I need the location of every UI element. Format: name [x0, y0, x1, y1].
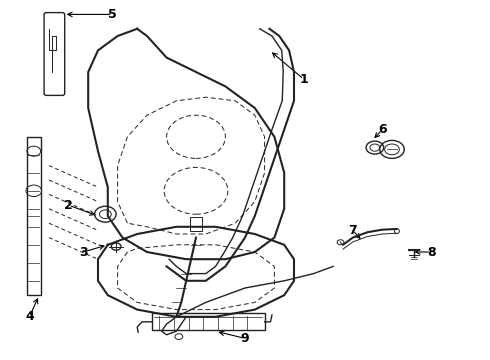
Bar: [190, 217, 202, 231]
Text: 4: 4: [25, 310, 34, 323]
Bar: [152, 313, 265, 330]
Text: 5: 5: [108, 8, 117, 21]
Text: 1: 1: [299, 73, 308, 86]
Text: 7: 7: [348, 224, 357, 237]
Text: 2: 2: [64, 199, 73, 212]
Text: 3: 3: [79, 246, 88, 258]
Text: 9: 9: [241, 332, 249, 345]
Text: 6: 6: [378, 123, 387, 136]
Bar: [27, 137, 41, 295]
Text: 8: 8: [427, 246, 436, 258]
